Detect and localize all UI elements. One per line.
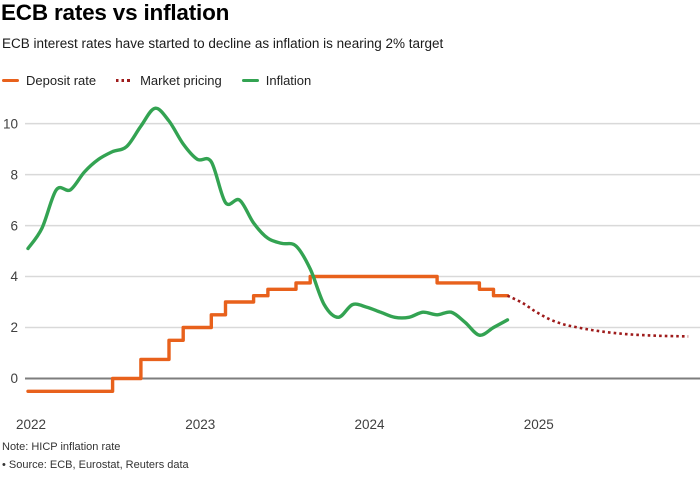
x-tick-label: 2023 [185, 417, 215, 432]
x-tick-label: 2025 [524, 417, 554, 432]
series-line-inflation [26, 106, 510, 337]
y-tick-label: 2 [10, 320, 18, 335]
legend-item: Market pricing [116, 73, 222, 88]
chart-legend: Deposit rate Market pricing Inflation [2, 73, 311, 88]
chart-subtitle: ECB interest rates have started to decli… [2, 36, 444, 51]
x-tick-label: 2024 [354, 417, 385, 432]
series-line-deposit-rate [26, 274, 510, 393]
legend-item: Inflation [241, 73, 312, 88]
legend-label: Deposit rate [26, 73, 97, 88]
legend-label: Market pricing [140, 73, 222, 88]
y-tick-label: 0 [10, 371, 18, 386]
x-tick-label: 2022 [16, 417, 46, 432]
chart-svg: 0 2 4 6 8 10 2022 2023 2024 2025 [3, 106, 700, 432]
legend-label: Inflation [265, 73, 312, 88]
chart-source: • Source: ECB, Eurostat, Reuters data [2, 459, 189, 471]
market-pricing-dotted-swatch [116, 79, 134, 82]
y-tick-label: 10 [3, 116, 18, 131]
deposit-rate-line-swatch [2, 78, 19, 83]
y-tick-label: 4 [10, 269, 18, 284]
legend-item: Deposit rate [2, 73, 96, 88]
y-tick-label: 8 [10, 167, 18, 182]
series-line-market-pricing [506, 294, 689, 338]
y-tick-label: 6 [10, 218, 18, 233]
page-title: ECB rates vs inflation [1, 0, 230, 25]
inflation-line-swatch [241, 78, 259, 83]
chart-note: Note: HICP inflation rate [2, 441, 121, 453]
